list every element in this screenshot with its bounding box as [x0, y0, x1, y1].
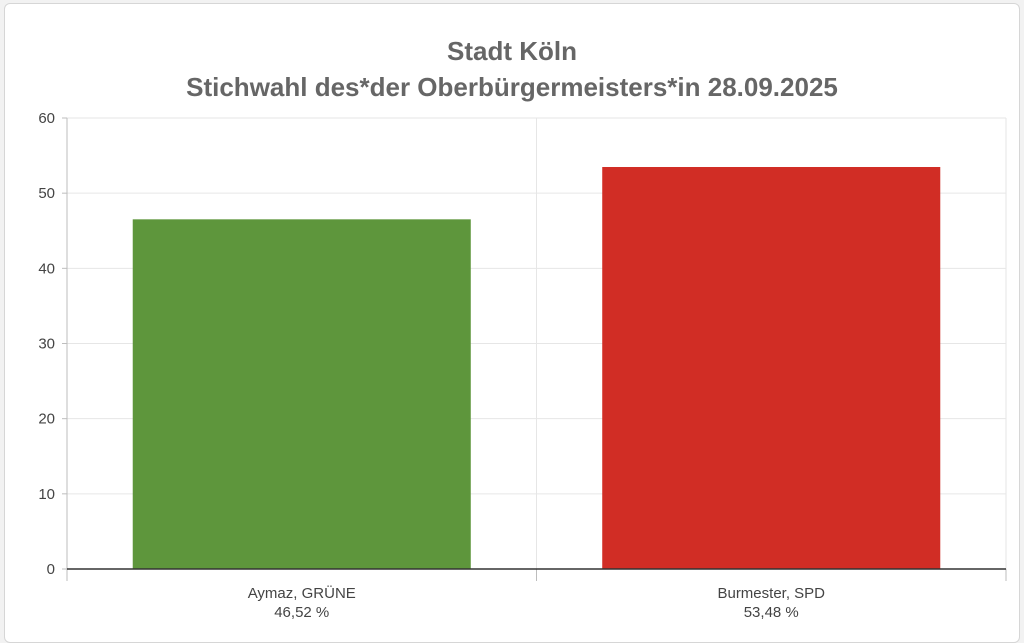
labels: 0 10 20 30 40 50 60 Aymaz, GRÜNE 46,52 % Burmeste…: [38, 110, 825, 621]
y-tick-label: 30: [38, 336, 55, 353]
x-category-label: Aymaz, GRÜNE: [248, 584, 356, 602]
x-category-label: Burmester, SPD: [717, 585, 825, 602]
y-tick-label: 0: [47, 561, 55, 578]
y-tick-label: 10: [38, 486, 55, 503]
chart-subtitle: Stichwahl des*der Oberbürgermeisters*in …: [186, 72, 838, 102]
y-tick-label: 20: [38, 411, 55, 428]
bar-2: [602, 167, 941, 569]
y-tick-label: 50: [38, 185, 55, 202]
bar-chart: Stadt Köln Stichwahl des*der Oberbürgerm…: [38, 36, 1007, 621]
y-tick-label: 40: [38, 260, 55, 277]
bar-value-label: 53,48 %: [744, 604, 799, 621]
chart-title: Stadt Köln: [447, 36, 577, 66]
bar-1: [132, 219, 471, 570]
bar-value-label: 46,52 %: [274, 604, 329, 621]
y-tick-label: 60: [38, 110, 55, 127]
axes: [62, 117, 1007, 581]
bars: [132, 167, 941, 570]
